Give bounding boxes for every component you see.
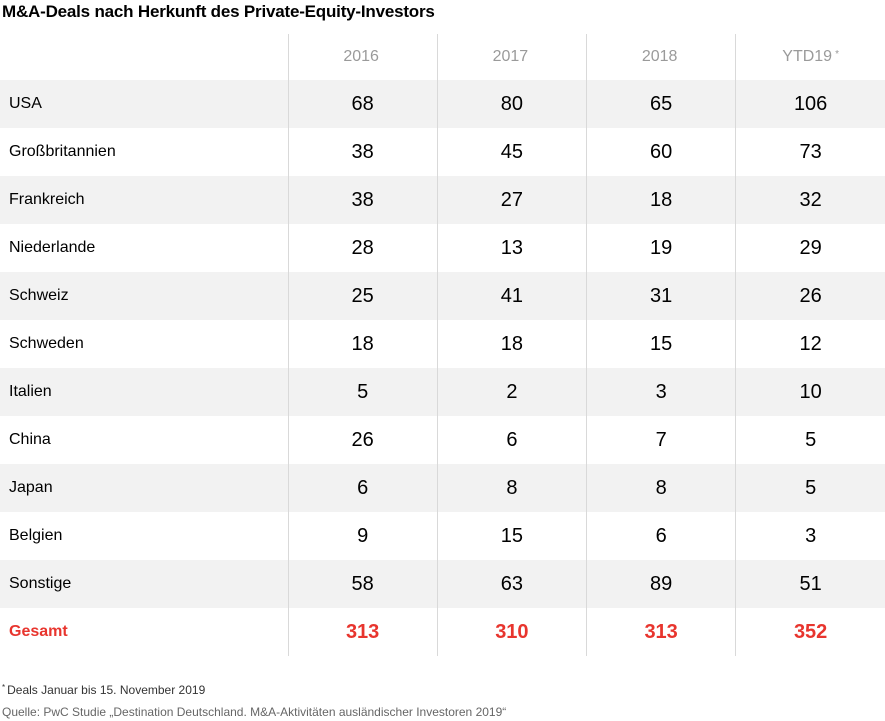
- value-cell: 6: [287, 464, 438, 512]
- row-label: Italien: [0, 368, 288, 416]
- value-cell: 15: [436, 512, 587, 560]
- value-cell: 26: [735, 272, 885, 320]
- value-cell: 15: [585, 320, 736, 368]
- data-table-wrapper: 2016 2017 2018 YTD19 * USA 68 80 65 106 Großbr…: [0, 34, 885, 656]
- value-cell: 68: [287, 80, 438, 128]
- value-cell: 38: [287, 176, 438, 224]
- total-row: Gesamt 313 310 313 352: [0, 608, 885, 656]
- table-row: Sonstige 58 63 89 51: [0, 560, 885, 608]
- value-cell: 18: [436, 320, 587, 368]
- column-header-2017: 2017: [436, 34, 587, 80]
- value-cell: 29: [735, 224, 885, 272]
- column-header-label: YTD19: [782, 48, 833, 65]
- value-cell: 6: [585, 512, 736, 560]
- row-label: Sonstige: [0, 560, 288, 608]
- table-row: Italien 5 2 3 10: [0, 368, 885, 416]
- table-header: 2016 2017 2018 YTD19 *: [0, 34, 885, 80]
- value-cell: 51: [735, 560, 885, 608]
- value-cell: 25: [287, 272, 438, 320]
- value-cell: 10: [735, 368, 885, 416]
- value-cell: 31: [585, 272, 736, 320]
- header-row: 2016 2017 2018 YTD19 *: [0, 34, 885, 80]
- footnote-mark: *: [2, 683, 6, 692]
- row-label: Niederlande: [9, 239, 96, 256]
- table-row: USA 68 80 65 106: [0, 80, 885, 128]
- total-value-cell: 310: [436, 608, 587, 656]
- table-row: Niederlande 28 13 19 29: [0, 224, 885, 272]
- value-cell: 28: [287, 224, 438, 272]
- row-label: Frankreich: [0, 176, 288, 224]
- source-note: Quelle: PwC Studie „Destination Deutschl…: [2, 705, 507, 719]
- value-cell: 106: [735, 80, 885, 128]
- value-cell: 8: [436, 464, 587, 512]
- row-label: Schweiz: [0, 272, 288, 320]
- table-row: Schweiz 25 41 31 26: [0, 272, 885, 320]
- value-cell: 60: [585, 128, 736, 176]
- column-header-2016: 2016: [287, 34, 438, 80]
- column-header-ytd19: YTD19 *: [735, 34, 885, 80]
- column-header-mark: *: [835, 49, 839, 60]
- column-header-label: 2017: [492, 48, 529, 65]
- column-header-label: 2018: [641, 48, 678, 65]
- value-cell: 89: [585, 560, 736, 608]
- value-cell: 3: [735, 512, 885, 560]
- column-header-label: 2016: [343, 48, 379, 65]
- header-label-cell: [0, 34, 288, 80]
- value-cell: 18: [585, 176, 736, 224]
- value-cell: 5: [735, 464, 885, 512]
- value-cell: 8: [585, 464, 736, 512]
- row-label: Belgien: [9, 527, 63, 544]
- value-cell: 18: [287, 320, 438, 368]
- column-header-2018: 2018: [585, 34, 736, 80]
- value-cell: 38: [287, 128, 438, 176]
- total-value-cell: 352: [735, 608, 885, 656]
- row-label: Großbritannien: [9, 143, 116, 160]
- value-cell: 73: [735, 128, 885, 176]
- table-row: Frankreich 38 27 18 32: [0, 176, 885, 224]
- row-label: USA: [0, 80, 288, 128]
- row-label: Schweden: [9, 335, 84, 352]
- table-row: Großbritannien 38 45 60 73: [0, 128, 885, 176]
- value-cell: 26: [287, 416, 438, 464]
- value-cell: 41: [436, 272, 587, 320]
- table-row: Japan 6 8 8 5: [0, 464, 885, 512]
- value-cell: 12: [735, 320, 885, 368]
- value-cell: 45: [436, 128, 587, 176]
- value-cell: 5: [287, 368, 438, 416]
- value-cell: 9: [287, 512, 438, 560]
- chart-title: M&A-Deals nach Herkunft des Private-Equi…: [2, 2, 435, 21]
- value-cell: 27: [436, 176, 587, 224]
- value-cell: 32: [735, 176, 885, 224]
- value-cell: 5: [735, 416, 885, 464]
- value-cell: 7: [585, 416, 736, 464]
- total-value-cell: 313: [585, 608, 736, 656]
- table-body: USA 68 80 65 106 Großbritannien 38 45 60 73 Frankr…: [0, 80, 885, 656]
- value-cell: 6: [436, 416, 587, 464]
- value-cell: 2: [436, 368, 587, 416]
- total-label: Gesamt: [9, 623, 68, 640]
- footnote-text: Deals Januar bis 15. November 2019: [7, 683, 206, 697]
- value-cell: 13: [436, 224, 587, 272]
- value-cell: 19: [585, 224, 736, 272]
- table-row: Belgien 9 15 6 3: [0, 512, 885, 560]
- row-label: Japan: [0, 464, 288, 512]
- total-value-cell: 313: [287, 608, 438, 656]
- value-cell: 65: [585, 80, 736, 128]
- footnote: * Deals Januar bis 15. November 2019: [2, 683, 205, 697]
- table-row: China 26 6 7 5: [0, 416, 885, 464]
- row-label: China: [9, 431, 51, 448]
- value-cell: 3: [585, 368, 736, 416]
- table-row: Schweden 18 18 15 12: [0, 320, 885, 368]
- value-cell: 58: [287, 560, 438, 608]
- value-cell: 80: [436, 80, 587, 128]
- value-cell: 63: [436, 560, 587, 608]
- data-table: 2016 2017 2018 YTD19 * USA 68 80 65 106 Großbr…: [0, 34, 885, 656]
